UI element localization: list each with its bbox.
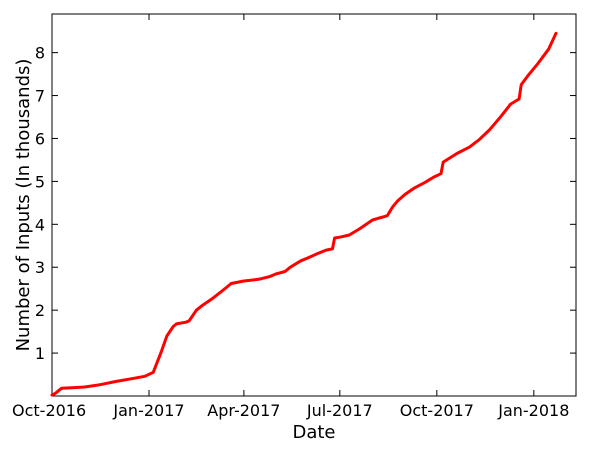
- x-tick-label: Apr-2017: [207, 401, 280, 420]
- y-axis-label: Number of Inputs (In thousands): [13, 59, 34, 352]
- axis-ticks: [51, 14, 576, 396]
- y-tick-label: 6: [35, 129, 45, 148]
- y-tick-label: 2: [35, 301, 45, 320]
- x-tick-label: Jan-2018: [497, 401, 569, 420]
- y-tick-label: 3: [35, 258, 45, 277]
- y-tick-label: 5: [35, 172, 45, 191]
- y-tick-label: 4: [35, 215, 45, 234]
- x-tick-label: Oct-2016: [12, 401, 86, 420]
- x-tick-label: Jan-2017: [112, 401, 184, 420]
- x-tick-label: Jul-2017: [306, 401, 373, 420]
- x-axis-label: Date: [292, 422, 335, 443]
- axis-tick-labels: Oct-2016 Jan-2017 Apr-2017 Jul-2017 Oct-2017…: [12, 44, 569, 420]
- x-tick-label: Oct-2017: [400, 401, 474, 420]
- y-tick-label: 1: [35, 344, 45, 363]
- plot-frame: [51, 13, 577, 397]
- series-line: [50, 31, 558, 397]
- y-tick-label: 8: [35, 44, 45, 63]
- y-tick-label: 7: [35, 87, 45, 106]
